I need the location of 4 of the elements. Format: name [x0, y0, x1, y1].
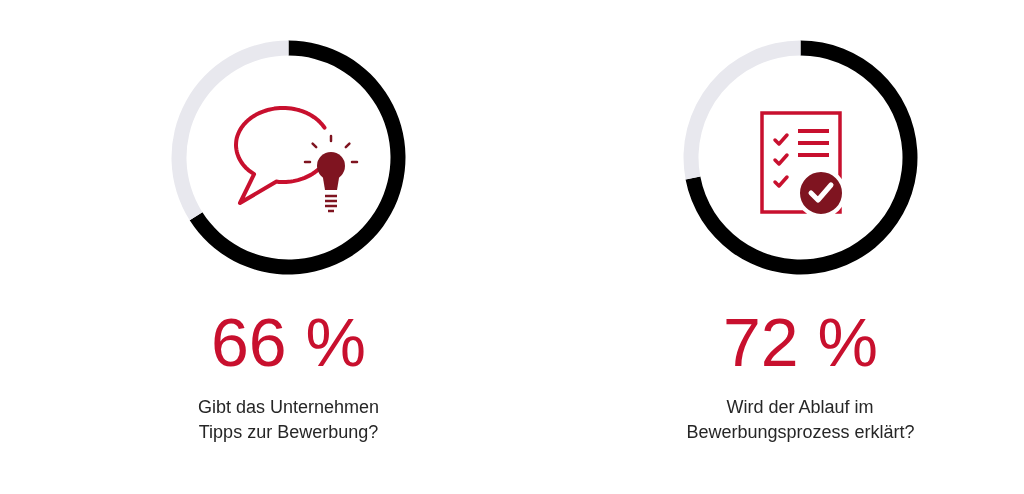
text: Gibt das Unternehmen Tipps zur Bewerbung? — [197, 396, 380, 442]
text: Wird der Ablauf im Bewerbungsprozess erklärt? — [686, 396, 915, 442]
data-label: 72 % — [723, 303, 878, 380]
data-label: 66 % — [211, 303, 366, 380]
